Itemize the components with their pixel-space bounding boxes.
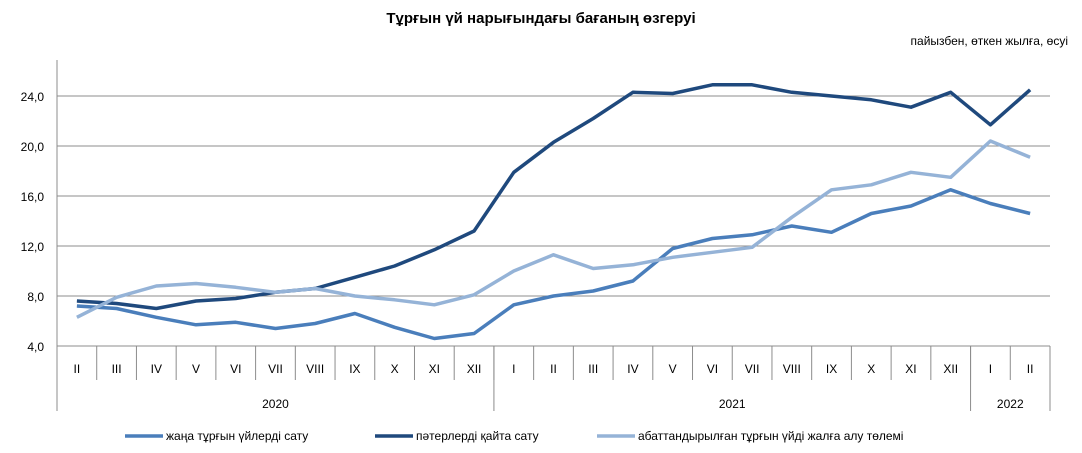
y-tick-label: 24,0 [21, 90, 45, 104]
legend-label: абаттандырылған тұрғын үйді жалға алу тө… [638, 429, 903, 443]
x-tick-label: I [512, 362, 515, 376]
x-tick-label: II [74, 362, 81, 376]
x-tick-label: VI [707, 362, 718, 376]
x-tick-label: III [588, 362, 598, 376]
legend-label: жаңа тұрғын үйлерді сату [166, 429, 308, 443]
x-tick-label: II [1027, 362, 1034, 376]
x-tick-label: V [669, 362, 677, 376]
y-tick-label: 20,0 [21, 140, 45, 154]
x-tick-label: VII [268, 362, 283, 376]
x-tick-label: X [867, 362, 875, 376]
chart-subtitle: пайызбен, өткен жылға, өсуі [911, 34, 1068, 48]
legend-label: пәтерлерді қайта сату [416, 429, 539, 443]
x-tick-label: XII [943, 362, 958, 376]
x-tick-label: IV [627, 362, 638, 376]
year-label: 2022 [997, 397, 1024, 411]
x-tick-label: IX [349, 362, 360, 376]
x-tick-label: IV [151, 362, 162, 376]
x-tick-label: VI [230, 362, 241, 376]
x-tick-label: VII [745, 362, 760, 376]
x-tick-label: II [550, 362, 557, 376]
year-label: 2020 [262, 397, 289, 411]
y-tick-label: 16,0 [21, 190, 45, 204]
x-tick-label: XI [905, 362, 916, 376]
x-tick-label: I [989, 362, 992, 376]
series-line-1 [76, 83, 1032, 311]
x-tick-label: XI [429, 362, 440, 376]
year-label: 2021 [719, 397, 746, 411]
x-tick-label: XII [467, 362, 482, 376]
x-tick-label: VIII [783, 362, 801, 376]
x-tick-label: III [112, 362, 122, 376]
x-tick-label: VIII [306, 362, 324, 376]
x-tick-label: X [391, 362, 399, 376]
chart-title: Тұрғын үй нарығындағы бағаның өзгеруі [386, 10, 695, 27]
series-line-0 [76, 188, 1031, 341]
y-tick-label: 8,0 [27, 290, 44, 304]
x-tick-label: V [192, 362, 200, 376]
x-tick-label: IX [826, 362, 837, 376]
series-line-2 [76, 139, 1031, 319]
y-tick-label: 4,0 [27, 340, 44, 354]
y-tick-label: 12,0 [21, 240, 45, 254]
